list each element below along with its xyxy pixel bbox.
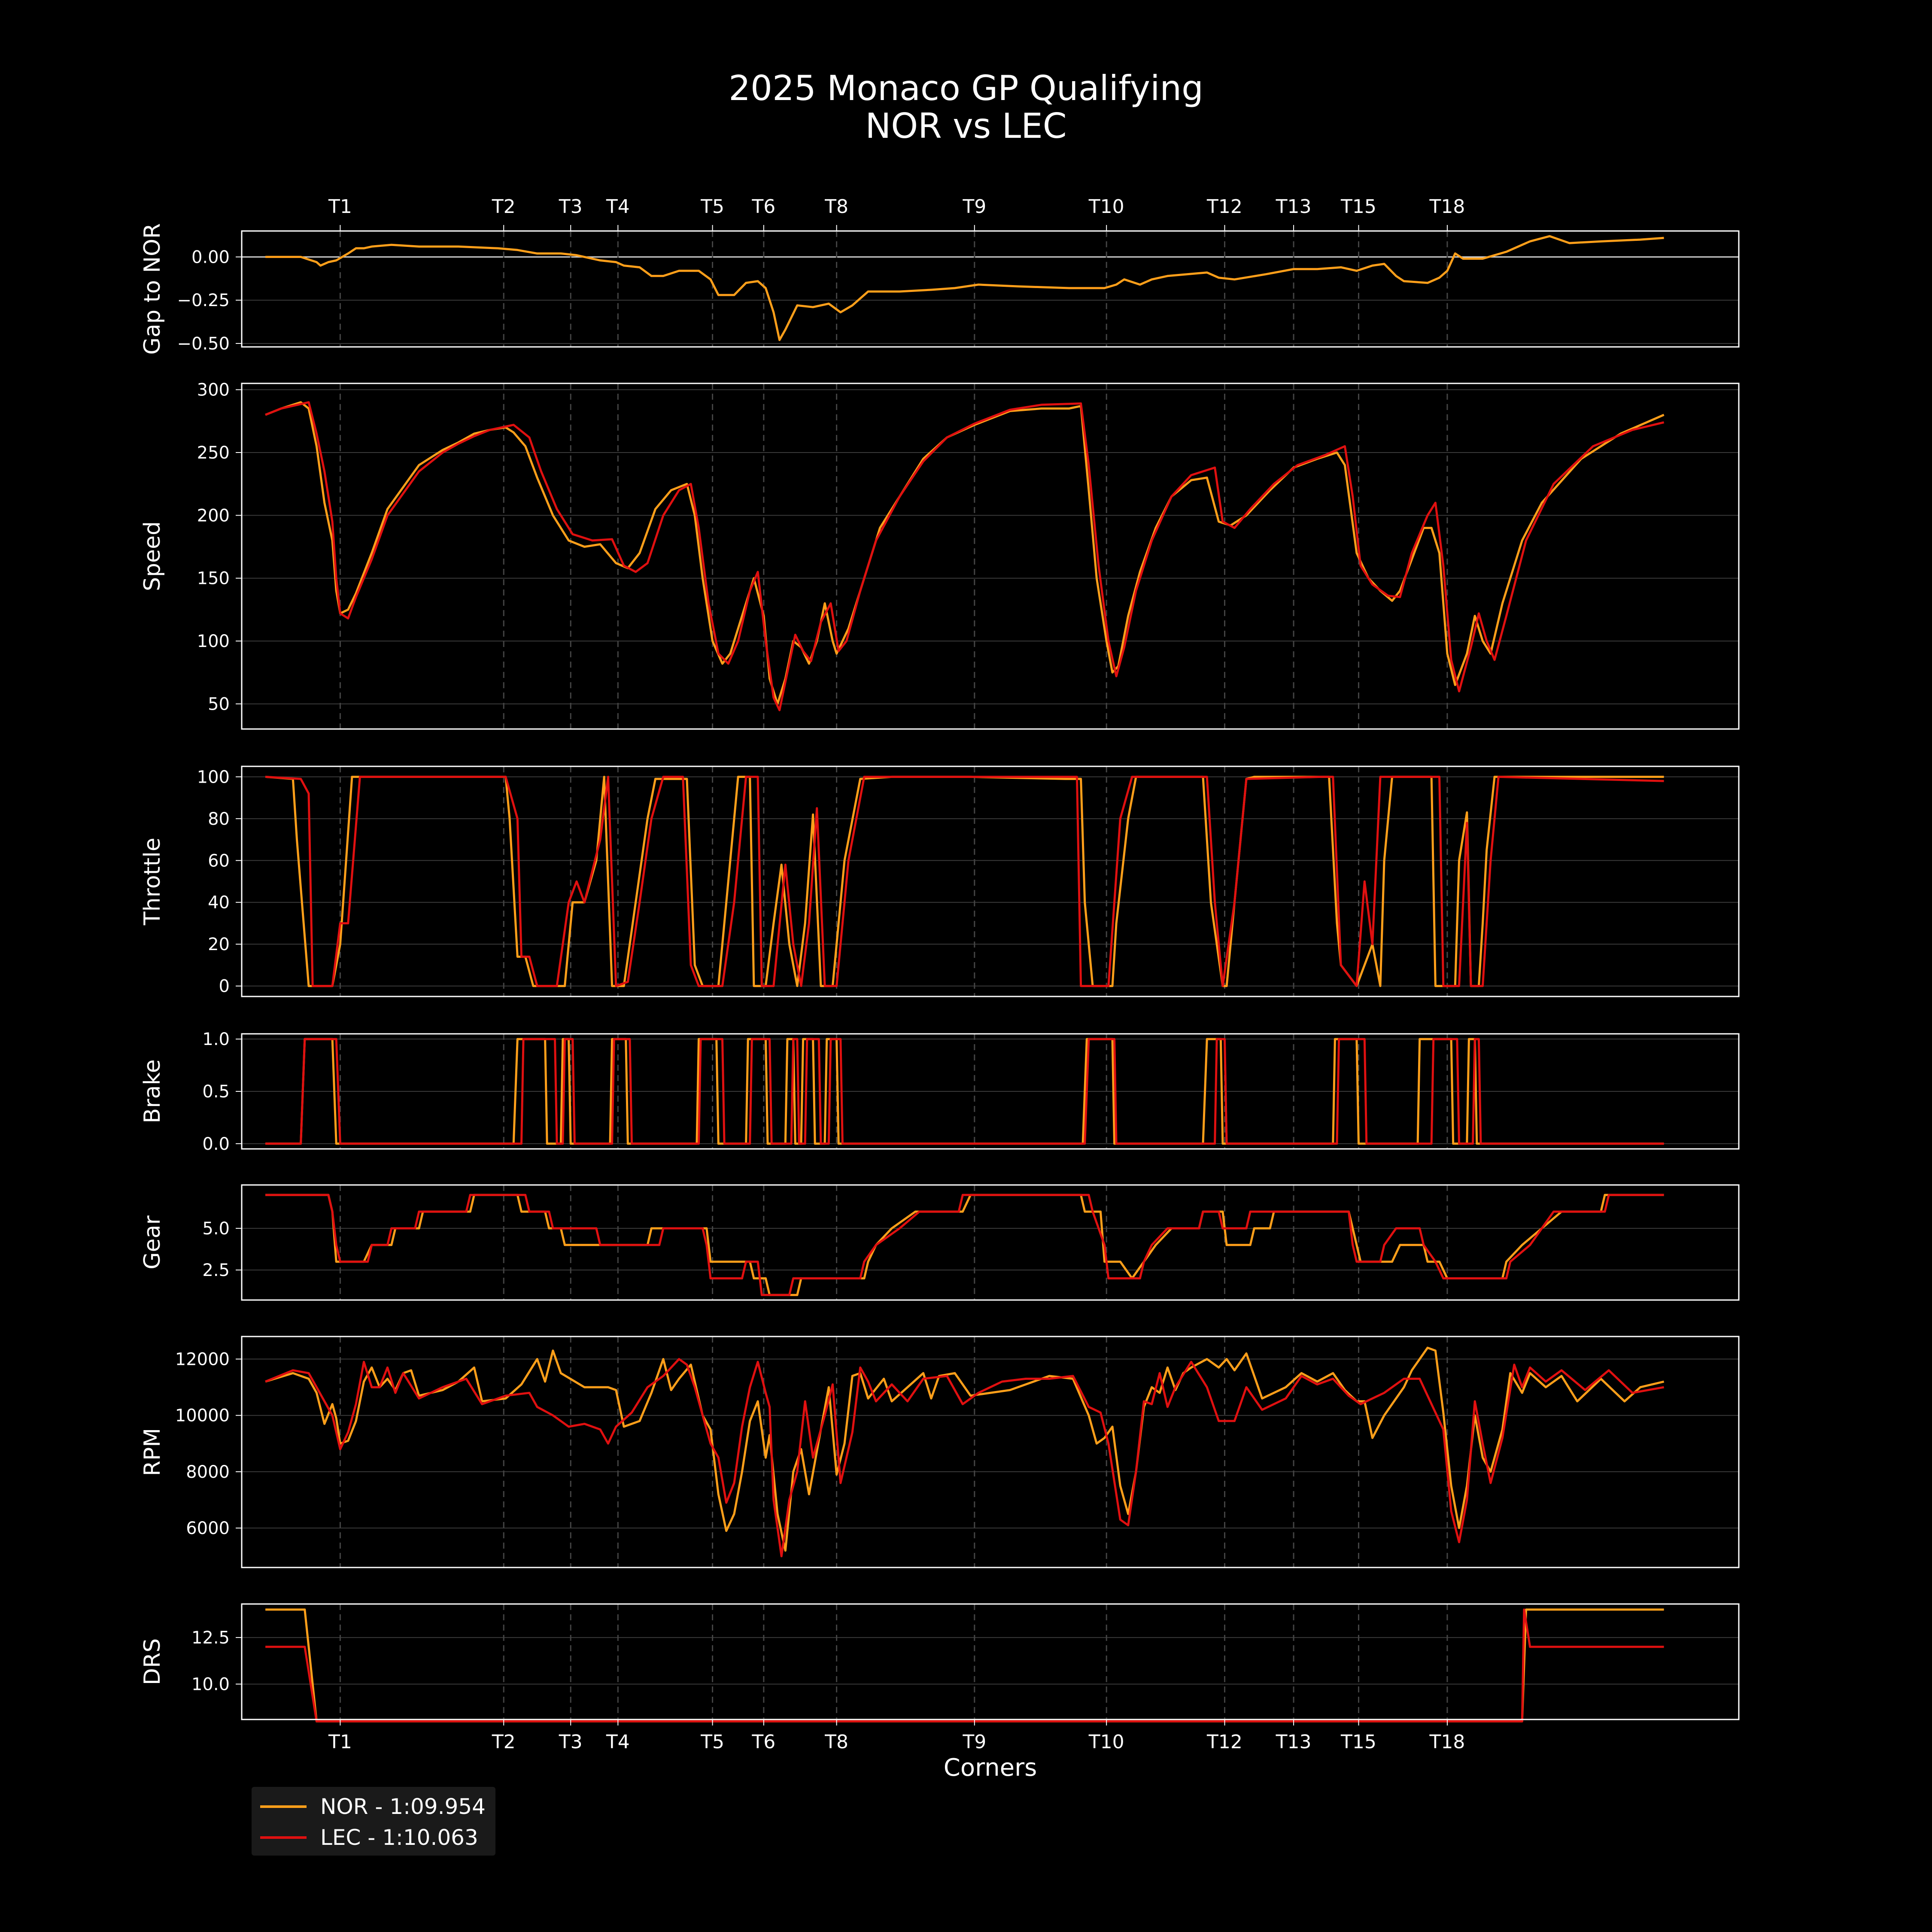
- y-tick-label: 2.5: [202, 1261, 230, 1280]
- panel-gear: 2.5 5.0 Gear: [140, 1184, 1740, 1301]
- y-tick-label: 0.0: [202, 1134, 230, 1154]
- series-line-lec-speed: [265, 401, 1665, 711]
- corner-label-top-t1: T1: [328, 196, 352, 218]
- y-tick-label: 8000: [186, 1462, 230, 1482]
- y-axis-label-gear: Gear: [140, 1215, 165, 1270]
- y-axis-label-throttle: Throttle: [140, 838, 165, 926]
- corner-label-top-t10: T10: [1088, 196, 1124, 218]
- legend-swatch-lec: [260, 1836, 307, 1839]
- y-tick-label: 12000: [175, 1349, 230, 1369]
- y-tick-label: −0.25: [177, 291, 230, 310]
- y-axis-label-rpm: RPM: [140, 1428, 165, 1476]
- y-tick-label: 300: [197, 380, 230, 400]
- legend-item-lec: LEC - 1:10.063: [260, 1824, 478, 1851]
- y-axis-label-gap-to-nor: Gap to NOR: [140, 223, 165, 355]
- y-tick-label: 10000: [175, 1406, 230, 1426]
- y-axis-label-brake: Brake: [140, 1059, 165, 1123]
- y-axis-label-drs: DRS: [140, 1638, 165, 1685]
- corner-label-bottom-t10: T10: [1088, 1731, 1124, 1753]
- y-tick-label: 100: [197, 767, 230, 787]
- series-line-lec-gear: [265, 1194, 1664, 1296]
- y-tick-label: 50: [208, 694, 230, 714]
- series-line-nor-gap-to-nor: [265, 235, 1664, 341]
- series-line-lec-throttle: [265, 775, 1664, 987]
- y-tick-label: 100: [197, 632, 230, 651]
- corner-label-top-t5: T5: [700, 196, 724, 218]
- chart-legend: NOR - 1:09.954 LEC - 1:10.063: [252, 1787, 495, 1856]
- panel-frame: [241, 1184, 1740, 1301]
- corner-label-top-t3: T3: [559, 196, 583, 218]
- corner-label-bottom-t3: T3: [559, 1731, 583, 1753]
- y-tick-label: 0.00: [191, 247, 230, 267]
- corner-label-bottom-t8: T8: [824, 1731, 848, 1753]
- series-line-nor-speed: [265, 401, 1665, 705]
- panel-throttle: 0 20 40 60 80 100 Throttle: [140, 766, 1740, 997]
- y-tick-label: 12.5: [191, 1628, 230, 1648]
- corner-label-bottom-t2: T2: [492, 1731, 516, 1753]
- panel-frame: [241, 766, 1740, 997]
- y-tick-label: 1.0: [202, 1030, 230, 1049]
- corner-label-bottom-t4: T4: [606, 1731, 630, 1753]
- y-tick-label: 10.0: [191, 1675, 230, 1695]
- panel-rpm: 6000 8000 10000 12000 RPM: [140, 1336, 1740, 1568]
- corner-label-top-t9: T9: [962, 196, 986, 218]
- corner-label-top-t4: T4: [606, 196, 630, 218]
- y-tick-label: 80: [208, 809, 230, 829]
- panel-brake: 0.0 0.5 1.0 Brake: [140, 1030, 1740, 1154]
- corner-label-bottom-t6: T6: [751, 1731, 775, 1753]
- y-tick-label: 0.5: [202, 1082, 230, 1102]
- corner-label-top-t6: T6: [751, 196, 775, 218]
- series-line-nor-throttle: [265, 775, 1664, 987]
- corner-label-top-t15: T15: [1340, 196, 1376, 218]
- series-line-nor-drs: [265, 1608, 1664, 1722]
- y-tick-label: 20: [208, 935, 230, 954]
- series-line-lec-rpm: [265, 1358, 1665, 1558]
- legend-item-nor: NOR - 1:09.954: [260, 1793, 486, 1820]
- panel-frame: [241, 1033, 1740, 1150]
- y-tick-label: 0: [219, 977, 230, 996]
- panel-drs: 10.0 12.5 DRS: [140, 1603, 1740, 1722]
- x-axis-label: Corners: [944, 1754, 1037, 1782]
- panel-frame: [241, 1603, 1740, 1720]
- y-tick-label: 250: [197, 443, 230, 463]
- corner-label-top-t13: T13: [1276, 196, 1312, 218]
- corner-label-bottom-t1: T1: [328, 1731, 352, 1753]
- series-line-lec-brake: [265, 1038, 1664, 1145]
- legend-swatch-nor: [260, 1805, 307, 1808]
- y-tick-label: 150: [197, 569, 230, 589]
- y-tick-label: −0.50: [177, 334, 230, 354]
- series-line-nor-gear: [265, 1194, 1664, 1296]
- y-tick-label: 60: [208, 851, 230, 871]
- y-tick-label: 5.0: [202, 1219, 230, 1239]
- panel-frame: [241, 383, 1740, 730]
- legend-label-nor: NOR - 1:09.954: [320, 1794, 486, 1819]
- panel-frame: [241, 1336, 1740, 1568]
- panel-gap-to-nor: −0.50 −0.25 0.00 Gap to NOR: [140, 223, 1740, 355]
- panel-frame: [241, 230, 1740, 348]
- panel-speed: 50 100 150 200 250 300 Speed: [140, 380, 1740, 730]
- corner-label-bottom-t13: T13: [1276, 1731, 1312, 1753]
- corner-label-top-t12: T12: [1206, 196, 1242, 218]
- corner-label-bottom-t5: T5: [700, 1731, 724, 1753]
- y-tick-label: 200: [197, 506, 230, 526]
- corner-label-bottom-t12: T12: [1206, 1731, 1242, 1753]
- corner-label-top-t2: T2: [492, 196, 516, 218]
- chart-subtitle: NOR vs LEC: [865, 106, 1067, 146]
- corner-label-top-t18: T18: [1429, 196, 1465, 218]
- series-line-lec-drs: [265, 1608, 1664, 1722]
- corner-label-bottom-t15: T15: [1340, 1731, 1376, 1753]
- corner-label-bottom-t9: T9: [962, 1731, 986, 1753]
- y-tick-label: 40: [208, 893, 230, 913]
- legend-label-lec: LEC - 1:10.063: [320, 1825, 478, 1850]
- y-axis-label-speed: Speed: [140, 521, 165, 591]
- y-tick-label: 6000: [186, 1519, 230, 1538]
- corner-label-top-t8: T8: [824, 196, 848, 218]
- chart-title: 2025 Monaco GP Qualifying: [729, 68, 1203, 108]
- corner-label-bottom-t18: T18: [1429, 1731, 1465, 1753]
